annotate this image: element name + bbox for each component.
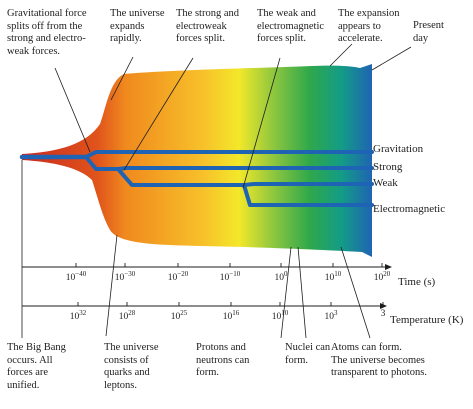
time-tick-label: 1010 — [325, 270, 342, 283]
strong-label: Strong — [373, 161, 403, 173]
atoms-note: Atoms can form. The universe becomes tra… — [331, 342, 427, 378]
temperature-tick-exponent: 16 — [232, 309, 240, 317]
temperature-tick-label: 1032 — [70, 309, 87, 322]
temperature-tick-base: 10 — [271, 312, 282, 322]
time-tick-label: 100 — [275, 270, 288, 283]
time-axis-arrow — [385, 264, 392, 270]
leader-gravity-split — [54, 67, 91, 153]
temperature-tick-exponent: 28 — [128, 309, 136, 317]
time-tick-base: 10 — [65, 273, 76, 283]
time-tick-exponent: −30 — [124, 270, 136, 278]
temperature-tick-label: 1025 — [171, 309, 188, 322]
weak-split-note: The weak and electromagnetic forces spli… — [257, 8, 325, 44]
expands-note: The universe expands rapidly. — [110, 8, 165, 44]
big-bang-note: The Big Bang occurs. All forces are unif… — [7, 342, 66, 391]
time-tick-exponent: 10 — [334, 270, 342, 278]
temperature-tick-label: 103 — [325, 309, 338, 322]
leader-quarks — [105, 234, 118, 337]
acceleration-note: The expansion appears to accelerate. — [338, 8, 400, 44]
electromagnetic-label: Electromagnetic — [373, 203, 446, 215]
leader-expands — [110, 56, 134, 101]
time-tick-base: 10 — [114, 273, 125, 283]
leader-strong-split — [123, 57, 194, 171]
time-tick-label: 1020 — [374, 270, 391, 283]
temperature-tick-exponent: 10 — [281, 309, 289, 317]
leader-nuclei — [297, 246, 307, 339]
temperature-tick-label: 1016 — [223, 309, 240, 322]
weak-label: Weak — [373, 177, 398, 189]
temperature-tick-base: 3 — [380, 309, 386, 319]
nuclei-note: Nuclei can form. — [285, 342, 331, 366]
temperature-axis-label: Temperature (K) — [390, 314, 464, 326]
time-tick-base: 10 — [274, 273, 285, 283]
protons-note: Protons and neutrons can form. — [196, 342, 250, 378]
time-tick-exponent: 20 — [383, 270, 391, 278]
leader-weak-split — [242, 57, 281, 189]
time-tick-label: 10−20 — [168, 270, 188, 283]
time-ticks — [75, 263, 383, 267]
temperature-tick-base: 10 — [324, 312, 335, 322]
gravity-split-note: Gravitational force splits off from the … — [7, 8, 87, 57]
time-tick-label: 10−10 — [220, 270, 240, 283]
time-tick-exponent: −40 — [75, 270, 87, 278]
expansion-band — [22, 64, 372, 257]
temperature-tick-base: 10 — [222, 312, 233, 322]
gravitation-label: Gravitation — [373, 143, 424, 155]
axes — [22, 263, 392, 309]
time-tick-exponent: −20 — [177, 270, 189, 278]
electroweak-line — [116, 167, 246, 187]
temperature-tick-exponent: 32 — [79, 309, 87, 317]
time-tick-exponent: −10 — [229, 270, 241, 278]
leader-lines — [21, 43, 412, 339]
strong-electroweak-line — [84, 155, 120, 171]
force-lines — [19, 150, 374, 207]
time-tick-exponent: 0 — [284, 270, 288, 278]
temperature-tick-exponent: 25 — [180, 309, 188, 317]
temperature-axis-arrow — [380, 303, 387, 309]
temperature-tick-label: 1028 — [119, 309, 136, 322]
electromagnetic-line — [242, 183, 374, 207]
gravitation-line — [84, 150, 374, 159]
leader-acceleration — [329, 43, 353, 67]
temperature-tick-label: 3 — [381, 309, 386, 319]
weak-line — [242, 182, 374, 187]
temperature-tick-label: 1010 — [272, 309, 289, 322]
time-axis-label: Time (s) — [398, 276, 436, 288]
strong-line — [116, 166, 374, 171]
leader-protons — [280, 246, 292, 339]
time-tick-label: 10−40 — [66, 270, 86, 283]
quarks-note: The universe consists of quarks and lept… — [104, 342, 159, 391]
time-tick-base: 10 — [219, 273, 230, 283]
time-tick-base: 10 — [373, 273, 384, 283]
temperature-tick-base: 10 — [69, 312, 80, 322]
time-tick-label: 10−30 — [115, 270, 135, 283]
leader-atoms — [340, 246, 371, 339]
temperature-ticks — [77, 302, 384, 306]
time-tick-base: 10 — [167, 273, 178, 283]
temperature-tick-exponent: 3 — [334, 309, 338, 317]
strong-split-note: The strong and electroweak forces split. — [176, 8, 239, 44]
temperature-tick-base: 10 — [118, 312, 129, 322]
temperature-tick-base: 10 — [170, 312, 181, 322]
present-day-note: Present day — [413, 20, 444, 44]
time-tick-base: 10 — [324, 273, 335, 283]
leader-present-day — [371, 46, 412, 71]
